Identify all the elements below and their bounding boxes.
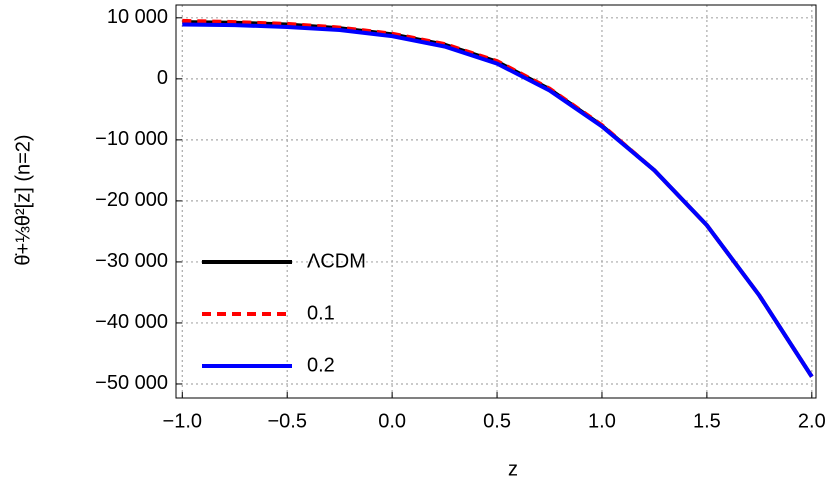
y-axis-label: θ̇+⅓θ²[z] (n=2) <box>12 134 34 265</box>
y-tick-label: −50 000 <box>95 372 168 394</box>
x-tick-label: −0.5 <box>267 410 306 432</box>
legend-label: 0.2 <box>307 354 335 376</box>
y-tick-label: 0 <box>157 67 168 89</box>
plot-frame <box>175 4 817 399</box>
legend-label: ΛCDM <box>307 250 366 272</box>
legend-label: 0.1 <box>307 302 335 324</box>
line <box>182 22 814 378</box>
x-tick-label: 0.5 <box>483 410 511 432</box>
y-tick-label: −40 000 <box>95 311 168 333</box>
y-tick-label: −20 000 <box>95 189 168 211</box>
x-tick-label: −1.0 <box>163 410 202 432</box>
x-tick-label: 1.5 <box>693 410 721 432</box>
y-tick-label: −30 000 <box>95 250 168 272</box>
x-axis-label: z <box>508 458 518 480</box>
x-tick-label: 1.0 <box>588 410 616 432</box>
x-tick-label: 2.0 <box>798 410 826 432</box>
x-tick-label: 0.0 <box>378 410 406 432</box>
y-tick-label: −10 000 <box>95 128 168 150</box>
y-tick-label: 10 000 <box>107 6 168 28</box>
